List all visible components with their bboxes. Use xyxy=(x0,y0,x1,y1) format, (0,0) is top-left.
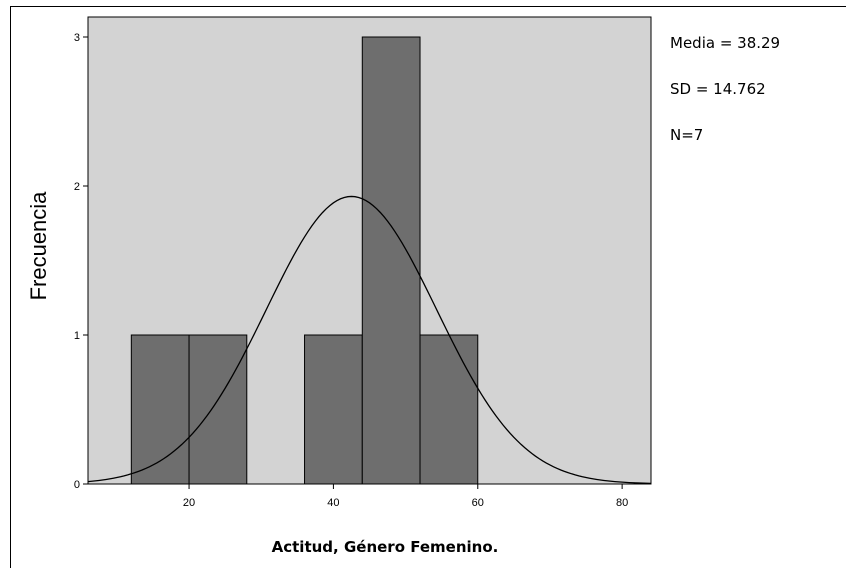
histogram-bar-3 xyxy=(304,334,363,485)
histogram-bar-4 xyxy=(361,36,421,485)
stat-mean: Media = 38.29 xyxy=(670,34,780,52)
x-tick-label-20: 20 xyxy=(183,497,195,509)
y-tick-label-0: 0 xyxy=(74,479,80,491)
stat-n: N=7 xyxy=(670,126,703,144)
histogram-bar-1 xyxy=(188,334,248,485)
stat-sd: SD = 14.762 xyxy=(670,80,766,98)
x-tick-label-80: 80 xyxy=(616,497,628,509)
histogram-bar-5 xyxy=(419,334,479,485)
x-tick-label-40: 40 xyxy=(327,497,339,509)
histogram-bar-0 xyxy=(130,334,190,485)
normal-curve xyxy=(87,195,652,485)
y-axis-label: Frecuencia xyxy=(26,191,51,301)
y-tick-label-3: 3 xyxy=(74,32,80,44)
x-tick-label-60: 60 xyxy=(472,497,484,509)
x-axis-label: Actitud, Género Femenino. xyxy=(272,538,499,556)
y-tick-label-2: 2 xyxy=(74,181,80,193)
chart-frame xyxy=(10,6,846,568)
y-tick-label-1: 1 xyxy=(74,330,80,342)
